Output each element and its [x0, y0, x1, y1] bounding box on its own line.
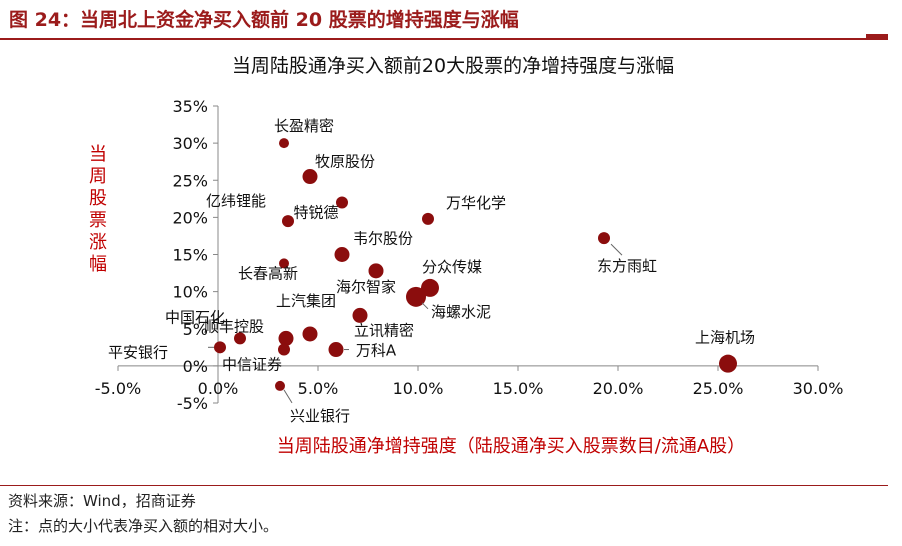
data-point [279, 258, 289, 269]
x-tick-label: 25.0% [693, 379, 744, 398]
x-axis-label: 当周陆股通净增持强度（陆股通净买入股票数目/流通A股） [277, 436, 745, 457]
data-points [214, 138, 737, 391]
y-axis-label-char: 涨 [89, 232, 107, 253]
data-point [334, 247, 350, 262]
point-label: 万科A [356, 342, 397, 360]
y-tick-label: 30% [172, 134, 208, 153]
point-label: 万华化学 [446, 194, 506, 212]
x-tick-label: 10.0% [393, 379, 444, 398]
y-axis-label-char: 股 [89, 188, 107, 209]
data-point [368, 263, 384, 279]
source-note: 资料来源：Wind，招商证券 [8, 492, 196, 510]
data-point [328, 342, 344, 358]
figure-caption: 图 24：当周北上资金净买入额前 20 股票的增持强度与涨幅 [9, 9, 519, 31]
data-point [282, 215, 294, 228]
point-label: 平安银行 [108, 343, 168, 361]
point-label: 亿纬锂能 [206, 192, 266, 210]
point-label: 中国石化 [165, 308, 225, 326]
point-label: 东方雨虹 [597, 257, 657, 275]
x-tick-label: 30.0% [793, 379, 844, 398]
y-tick-label: 5% [183, 320, 208, 339]
data-point [336, 196, 348, 209]
size-note: 注：点的大小代表净买入额的相对大小。 [8, 517, 279, 535]
data-point [421, 278, 439, 297]
point-label: 牧原股份 [315, 153, 375, 171]
y-tick-label: 10% [172, 283, 208, 302]
data-point [275, 380, 285, 391]
caption-rule-tab [866, 34, 888, 38]
point-label: 立讯精密 [354, 321, 414, 339]
leader-line [610, 243, 623, 256]
y-tick-label: 35% [172, 97, 208, 116]
leader-line [421, 302, 429, 310]
x-tick-label: 20.0% [593, 379, 644, 398]
point-label: 分众传媒 [422, 258, 482, 276]
data-point [352, 307, 368, 323]
point-label: 中信证券 [222, 356, 282, 374]
data-point [719, 354, 737, 373]
data-point [302, 326, 318, 342]
data-point [278, 330, 294, 346]
y-tick-label: -5% [177, 394, 208, 413]
y-tick-label: 25% [172, 171, 208, 190]
data-point [214, 341, 226, 354]
point-label: 海尔智家 [336, 278, 396, 296]
point-label: 上海机场 [695, 329, 755, 347]
data-point [598, 232, 610, 245]
data-point [234, 332, 246, 345]
data-point [302, 169, 318, 185]
footer-rule [0, 485, 888, 486]
x-tick-label: 0.0% [198, 379, 239, 398]
point-label: 兴业银行 [290, 407, 350, 425]
axes: -5.0% 0.0% 5.0% 10.0% 15.0% 20.0% 25.0% 30.0% -5… [95, 97, 844, 413]
x-tick-label: 5.0% [298, 379, 339, 398]
y-axis-label-char: 当 [89, 144, 107, 165]
point-label: 海螺水泥 [431, 303, 491, 321]
y-tick-label: 20% [172, 208, 208, 227]
y-axis-label-char: 票 [89, 210, 107, 231]
point-label: 顺丰控股 [204, 317, 264, 335]
data-point [278, 343, 290, 356]
point-label: 上汽集团 [276, 292, 336, 310]
x-tick-label: 15.0% [493, 379, 544, 398]
y-axis-label-char: 周 [89, 166, 107, 187]
y-axis-label-char: 幅 [89, 254, 107, 275]
data-point [279, 138, 289, 149]
point-label: 长春高新 [238, 264, 298, 282]
point-label: 长盈精密 [274, 117, 334, 135]
data-point [406, 286, 426, 307]
x-tick-label: -5.0% [95, 379, 141, 398]
data-point [422, 212, 434, 225]
point-label: 韦尔股份 [353, 230, 413, 248]
leader-line [283, 389, 293, 404]
point-label: 特锐德 [293, 204, 338, 222]
y-tick-label: 15% [172, 246, 208, 265]
y-tick-label: 0% [183, 357, 208, 376]
chart-title: 当周陆股通净买入额前20大股票的净增持强度与涨幅 [232, 55, 674, 77]
caption-rule [0, 38, 888, 40]
